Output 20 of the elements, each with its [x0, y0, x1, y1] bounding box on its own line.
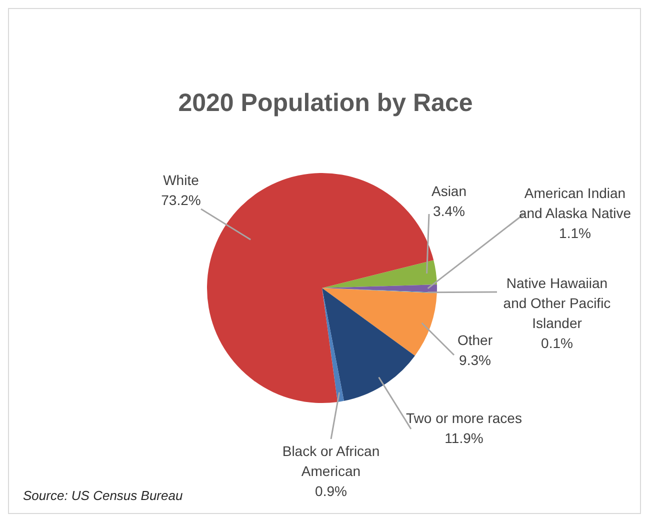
data-label: 73.2% [161, 192, 201, 208]
slice-label: Two or more races [406, 410, 522, 426]
slice-label: Other [457, 332, 493, 348]
source-note: Source: US Census Bureau [23, 488, 183, 503]
slice-label: White [163, 172, 200, 188]
slice-label: Black or African American [282, 443, 380, 479]
chart-title: 2020 Population by Race [177, 89, 474, 118]
slice-label: Native Hawaiian and Other Pacific Islander [503, 275, 611, 331]
pie-slice [322, 288, 344, 402]
slice-label: American Indian and Alaska Native [518, 185, 632, 221]
data-label: 9.3% [459, 352, 491, 368]
data-label: 3.4% [433, 203, 465, 219]
data-label: 11.9% [444, 430, 484, 446]
data-label: 1.1% [559, 225, 591, 241]
data-label: 0.1% [541, 335, 573, 351]
pie-slice [322, 260, 437, 288]
slice-label: Asian [431, 183, 467, 199]
pie-slice [322, 288, 415, 401]
pie-slice [322, 288, 437, 356]
data-label: 0.9% [315, 483, 347, 499]
